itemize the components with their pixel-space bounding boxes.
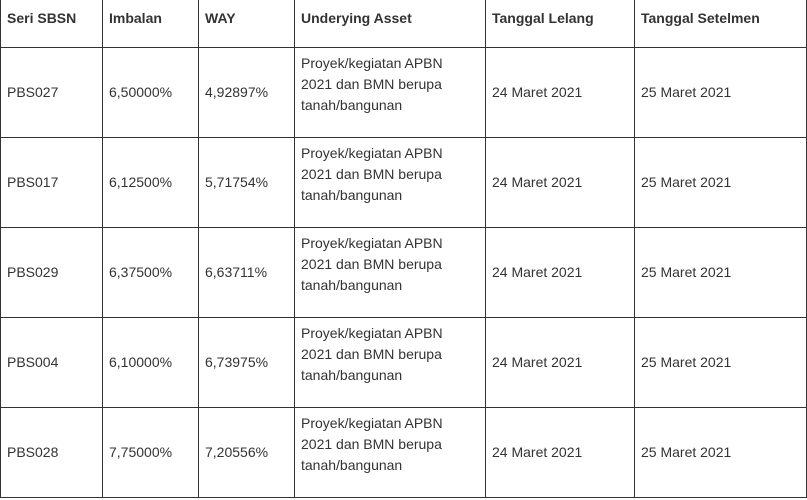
header-tanggal-setelmen: Tanggal Setelmen [634,0,807,48]
asset-line: 2021 dan BMN berupa [301,76,442,92]
header-tanggal-lelang: Tanggal Lelang [485,0,635,48]
table-row: PBS004 6,10000% 6,73975% Proyek/kegiatan… [0,317,807,408]
asset-line: 2021 dan BMN berupa [301,256,442,272]
cell-way: 6,63711% [198,227,295,318]
cell-tanggal-setelmen: 25 Maret 2021 [634,407,807,498]
header-imbalan: Imbalan [102,0,199,48]
cell-way: 7,20556% [198,407,295,498]
asset-line: tanah/bangunan [301,367,403,383]
asset-line: Proyek/kegiatan APBN [301,235,443,251]
cell-way: 5,71754% [198,137,295,228]
cell-imbalan: 7,75000% [102,407,199,498]
cell-seri: PBS028 [0,407,103,498]
asset-line: 2021 dan BMN berupa [301,436,442,452]
cell-tanggal-lelang: 24 Maret 2021 [485,137,635,228]
cell-underlying-asset: Proyek/kegiatan APBN 2021 dan BMN berupa t… [294,317,486,408]
header-seri-sbsn: Seri SBSN [0,0,103,48]
table-body: PBS027 6,50000% 4,92897% Proyek/kegiatan… [0,47,807,498]
asset-line: Proyek/kegiatan APBN [301,145,443,161]
cell-underlying-asset: Proyek/kegiatan APBN 2021 dan BMN berupa t… [294,227,486,318]
header-row: Seri SBSN Imbalan WAY Underying Asset Ta… [0,0,807,48]
table-header: Seri SBSN Imbalan WAY Underying Asset Ta… [0,0,807,48]
asset-line: Proyek/kegiatan APBN [301,325,443,341]
cell-imbalan: 6,12500% [102,137,199,228]
asset-line: tanah/bangunan [301,457,403,473]
cell-way: 6,73975% [198,317,295,408]
cell-underlying-asset: Proyek/kegiatan APBN 2021 dan BMN berupa t… [294,137,486,228]
cell-underlying-asset: Proyek/kegiatan APBN 2021 dan BMN berupa t… [294,407,486,498]
cell-imbalan: 6,50000% [102,47,199,138]
cell-way: 4,92897% [198,47,295,138]
asset-line: 2021 dan BMN berupa [301,166,442,182]
cell-tanggal-setelmen: 25 Maret 2021 [634,137,807,228]
cell-seri: PBS027 [0,47,103,138]
table-row: PBS027 6,50000% 4,92897% Proyek/kegiatan… [0,47,807,138]
asset-line: tanah/bangunan [301,277,403,293]
asset-line: tanah/bangunan [301,97,403,113]
cell-tanggal-setelmen: 25 Maret 2021 [634,317,807,408]
cell-imbalan: 6,10000% [102,317,199,408]
cell-seri: PBS017 [0,137,103,228]
cell-tanggal-lelang: 24 Maret 2021 [485,227,635,318]
asset-line: tanah/bangunan [301,187,403,203]
cell-seri: PBS004 [0,317,103,408]
cell-seri: PBS029 [0,227,103,318]
header-underlying-asset: Underying Asset [294,0,486,48]
cell-tanggal-setelmen: 25 Maret 2021 [634,47,807,138]
cell-tanggal-lelang: 24 Maret 2021 [485,407,635,498]
table-row: PBS017 6,12500% 5,71754% Proyek/kegiatan… [0,137,807,228]
cell-tanggal-lelang: 24 Maret 2021 [485,317,635,408]
cell-underlying-asset: Proyek/kegiatan APBN 2021 dan BMN berupa t… [294,47,486,138]
header-way: WAY [198,0,295,48]
table-row: PBS028 7,75000% 7,20556% Proyek/kegiatan… [0,407,807,498]
cell-tanggal-setelmen: 25 Maret 2021 [634,227,807,318]
asset-line: Proyek/kegiatan APBN [301,55,443,71]
cell-imbalan: 6,37500% [102,227,199,318]
asset-line: 2021 dan BMN berupa [301,346,442,362]
cell-tanggal-lelang: 24 Maret 2021 [485,47,635,138]
table-row: PBS029 6,37500% 6,63711% Proyek/kegiatan… [0,227,807,318]
asset-line: Proyek/kegiatan APBN [301,415,443,431]
